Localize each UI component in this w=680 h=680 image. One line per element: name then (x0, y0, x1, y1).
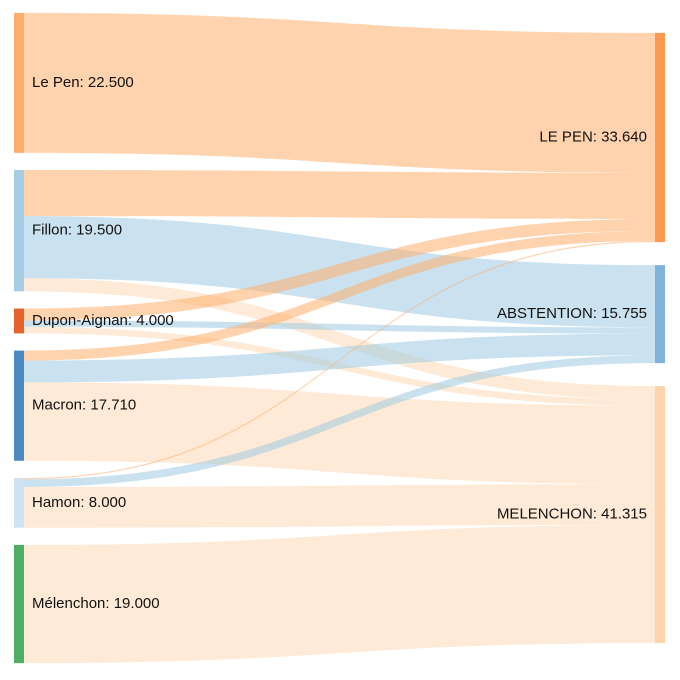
labels: Le Pen: 22.500 Fillon: 19.500 Dupon-Aignan… (32, 74, 647, 612)
node (14, 544, 24, 664)
flow (24, 484, 655, 528)
flow (24, 170, 655, 219)
node-label: Fillon: 19.500 (32, 222, 122, 239)
node-label: Mélenchon: 19.000 (32, 595, 160, 612)
node (14, 12, 24, 153)
node (655, 265, 665, 364)
flow (24, 382, 655, 485)
flow (24, 333, 655, 383)
node (655, 32, 665, 243)
flow (24, 230, 655, 361)
node-label: Hamon: 8.000 (32, 494, 126, 511)
flow (24, 524, 655, 664)
flow (24, 218, 655, 321)
flow (24, 355, 655, 488)
links (24, 12, 655, 664)
flow (24, 240, 655, 480)
node-label: ABSTENTION: 15.755 (497, 305, 647, 322)
node-label: Dupon-Aignan: 4.000 (32, 312, 174, 329)
node (14, 477, 24, 528)
node (655, 386, 665, 644)
node-label: MELENCHON: 41.315 (497, 506, 647, 523)
flow (24, 12, 655, 173)
nodes (14, 12, 665, 664)
node (14, 170, 24, 292)
node (14, 308, 24, 334)
node-label: Macron: 17.710 (32, 397, 136, 414)
flow (24, 278, 655, 400)
node-label: Le Pen: 22.500 (32, 74, 134, 91)
node (14, 350, 24, 461)
flow (24, 320, 655, 334)
node-label: LE PEN: 33.640 (539, 128, 647, 145)
